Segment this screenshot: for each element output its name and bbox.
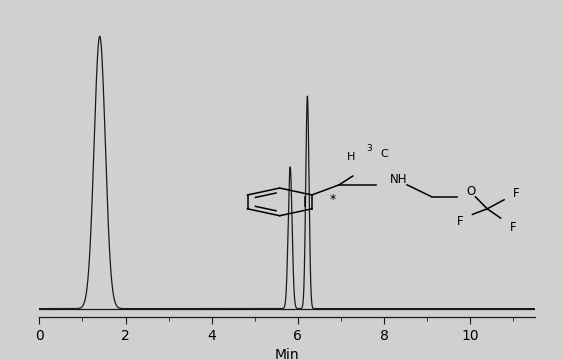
Text: *: * (330, 193, 336, 206)
Text: F: F (457, 216, 463, 229)
Text: O: O (467, 185, 476, 198)
Text: 3: 3 (366, 144, 372, 153)
Text: NH: NH (390, 173, 408, 186)
Text: H: H (347, 152, 355, 162)
Text: F: F (510, 221, 516, 234)
Text: F: F (513, 187, 520, 200)
Text: C: C (380, 149, 388, 159)
X-axis label: Min: Min (275, 348, 300, 360)
